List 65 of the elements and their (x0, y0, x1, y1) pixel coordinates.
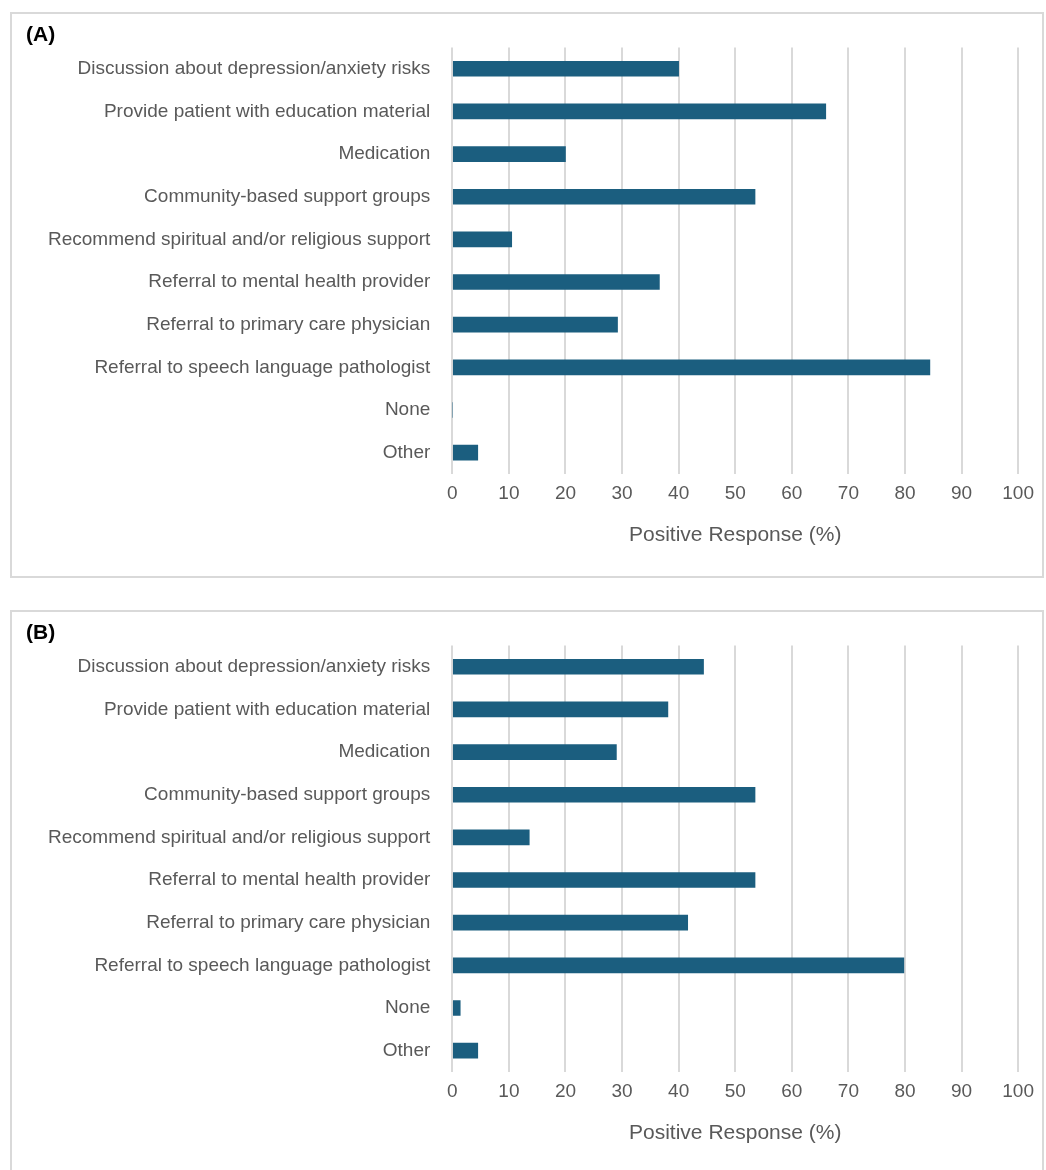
bar (452, 914, 689, 931)
bar (452, 701, 669, 718)
x-tick-label: 50 (724, 1079, 746, 1101)
x-axis-title: Positive Response (%) (629, 522, 842, 546)
x-tick-label: 50 (724, 481, 746, 503)
y-tick-label: Discussion about depression/anxiety risks (77, 56, 431, 78)
y-tick-label: Referral to mental health provider (148, 270, 431, 292)
x-tick-label: 10 (498, 1079, 520, 1101)
bar (452, 274, 660, 290)
x-tick-label: 90 (950, 1079, 973, 1101)
text: (B) (26, 619, 56, 643)
x-tick-label: 40 (668, 1079, 690, 1101)
bar (452, 231, 513, 248)
x-tick-label: 90 (950, 481, 973, 503)
x-tick-label: 70 (837, 1079, 859, 1101)
y-tick-label: Referral to primary care physician (146, 910, 431, 932)
x-tick-label: 80 (894, 481, 916, 503)
y-tick-label: Medication (338, 142, 431, 164)
bar (452, 60, 679, 77)
y-tick-label: Referral to primary care physician (146, 312, 431, 334)
y-tick-label: Provide patient with education material (103, 99, 431, 121)
y-tick-label: Community-based support groups (144, 782, 431, 804)
y-tick-label: None (384, 996, 431, 1018)
bar (452, 444, 479, 461)
x-tick-label: 80 (894, 1079, 916, 1101)
y-tick-label: Recommend spiritual and/or religious support (47, 825, 432, 847)
bar (452, 744, 617, 760)
y-tick-label: Medication (338, 740, 431, 762)
bar (452, 146, 566, 162)
x-tick-label: 30 (611, 1079, 633, 1101)
x-tick-label: 20 (554, 1079, 577, 1101)
x-tick-label: 20 (554, 481, 577, 503)
y-tick-label: Recommend spiritual and/or religious support (47, 227, 432, 249)
text: (A) (26, 21, 56, 45)
x-tick-label: 10 (498, 481, 520, 503)
bar (452, 872, 756, 888)
y-tick-label: Discussion about depression/anxiety risks (77, 654, 431, 676)
x-tick-label: 40 (668, 481, 690, 503)
bar (452, 829, 530, 846)
bar (452, 1000, 461, 1016)
x-tick-label: 100 (1002, 1079, 1034, 1101)
bar (452, 188, 756, 205)
y-tick-label: Provide patient with education material (103, 697, 431, 719)
x-tick-label: 30 (611, 481, 633, 503)
y-tick-label: Other (382, 440, 431, 462)
x-axis-title: Positive Response (%) (629, 1120, 842, 1144)
y-tick-label: Referral to mental health provider (148, 868, 431, 890)
y-tick-label: None (384, 398, 431, 420)
y-tick-label: Community-based support groups (144, 184, 431, 206)
x-tick-label: 0 (447, 1079, 458, 1101)
x-tick-label: 70 (837, 481, 859, 503)
x-tick-label: 0 (447, 481, 458, 503)
bar (452, 786, 756, 803)
bar (452, 1042, 479, 1059)
bar (452, 359, 931, 376)
bar (452, 316, 618, 333)
y-tick-label: Referral to speech language pathologist (94, 953, 432, 975)
bar (452, 957, 905, 974)
x-tick-label: 60 (781, 1079, 803, 1101)
x-tick-label: 60 (781, 481, 803, 503)
y-tick-label: Referral to speech language pathologist (94, 355, 432, 377)
y-tick-label: Other (382, 1038, 431, 1060)
x-tick-label: 100 (1002, 481, 1034, 503)
bar (452, 103, 827, 120)
bar (452, 658, 704, 675)
